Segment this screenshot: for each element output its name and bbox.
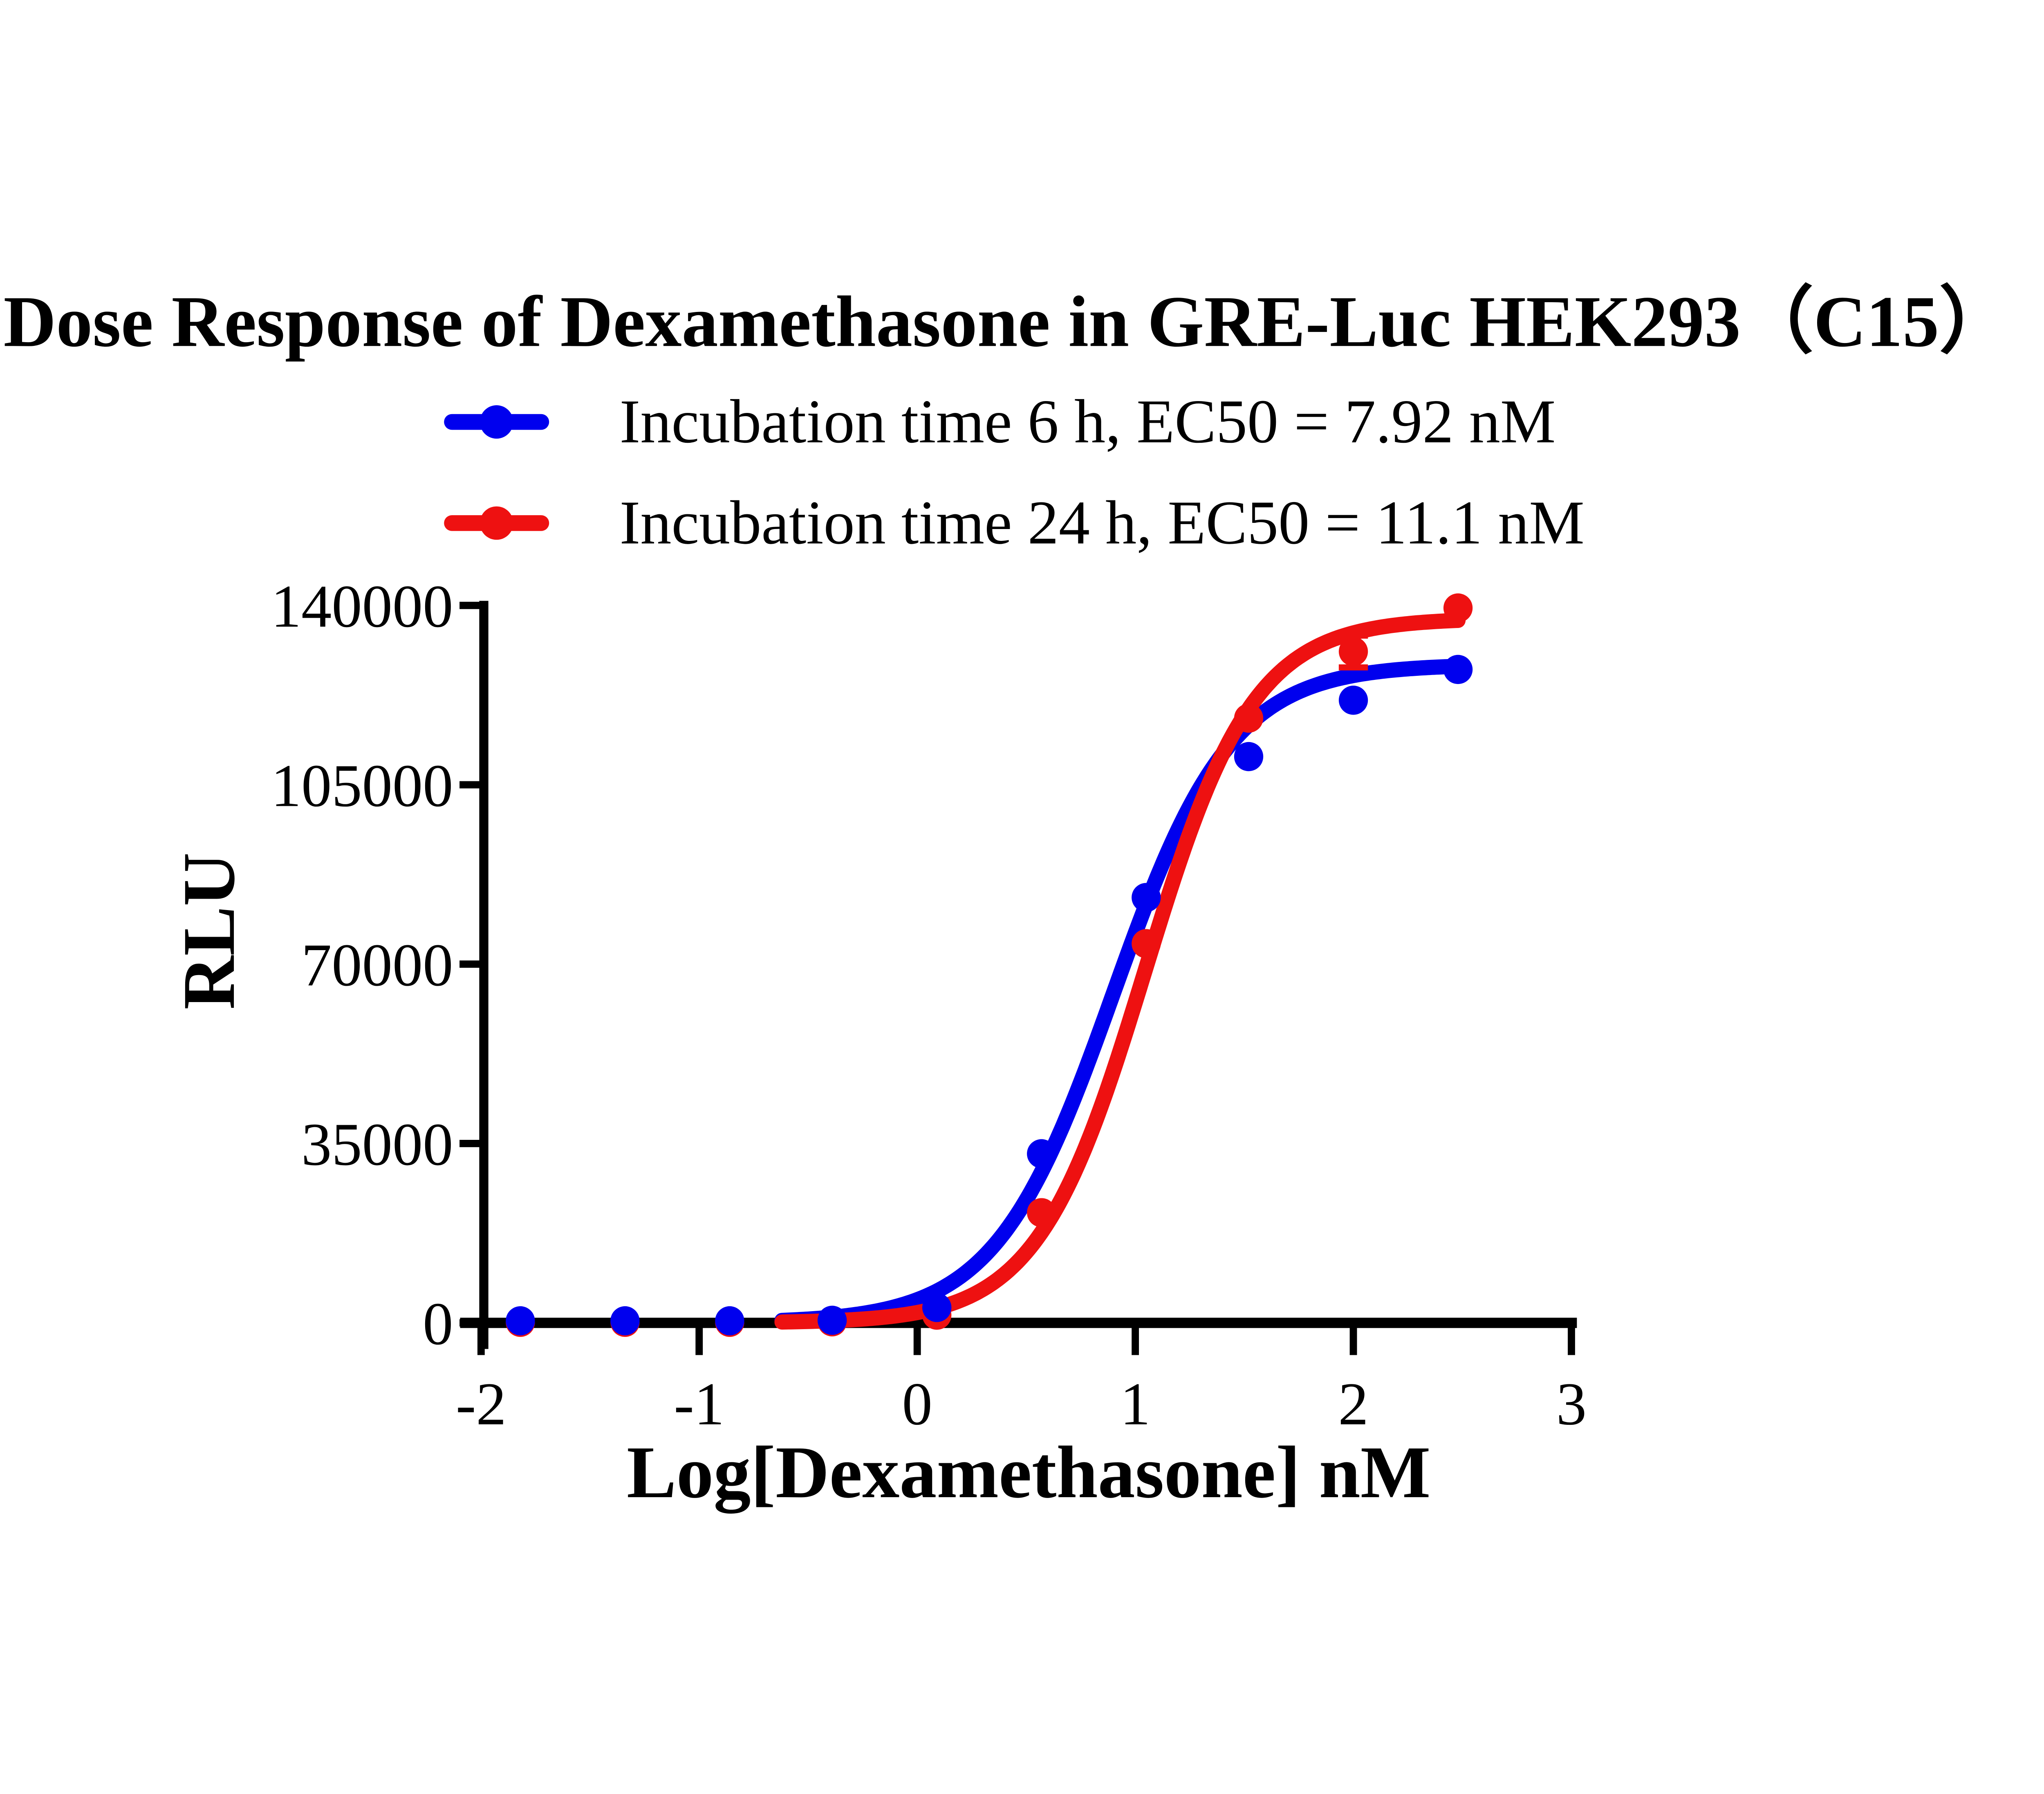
- fit-curves: [774, 612, 1466, 1330]
- data-point-24h: [1443, 593, 1473, 623]
- legend-label-24h: Incubation time 24 h, EC50 = 11.1 nM: [620, 488, 1585, 557]
- data-point-24h: [1027, 1198, 1056, 1227]
- x-axis-ticks: [477, 1323, 1575, 1355]
- data-point-24h: [1234, 703, 1264, 733]
- axes: 0 35000 70000 105000 140000 -2 -1 0 1 2 3: [271, 573, 1587, 1438]
- legend-circle-marker-6h-icon: [480, 405, 513, 439]
- chart-title: Dose Response of Dexamethasone in GRE-Lu…: [4, 281, 2012, 362]
- data-point-6h: [506, 1306, 535, 1336]
- y-axis-ticks: [459, 601, 484, 1327]
- x-tick-label: 1: [1120, 1371, 1150, 1438]
- data-point-6h: [1027, 1139, 1056, 1168]
- x-axis-tick-labels: -2 -1 0 1 2 3: [456, 1371, 1587, 1438]
- data-point-24h: [1132, 929, 1161, 958]
- x-tick-label: 0: [902, 1371, 932, 1438]
- data-point-6h: [1338, 686, 1368, 715]
- data-point-6h: [715, 1306, 744, 1336]
- x-tick-label: -1: [674, 1371, 724, 1438]
- data-points: [506, 593, 1473, 1337]
- data-point-6h: [1132, 883, 1161, 912]
- data-point-6h: [1443, 655, 1473, 684]
- y-tick-label: 70000: [301, 932, 453, 999]
- legend-circle-marker-24h-icon: [480, 506, 513, 540]
- legend: Incubation time 6 h, EC50 = 7.92 nM Incu…: [444, 387, 1585, 557]
- data-point-6h: [922, 1293, 952, 1322]
- fit-curve-6h: [774, 659, 1466, 1328]
- y-tick-label: 0: [423, 1291, 453, 1358]
- data-point-6h: [1234, 742, 1264, 771]
- data-point-6h: [817, 1305, 847, 1335]
- legend-item-24h: Incubation time 24 h, EC50 = 11.1 nM: [444, 488, 1585, 557]
- x-tick-label: -2: [456, 1371, 507, 1438]
- y-axis-tick-labels: 0 35000 70000 105000 140000: [271, 573, 453, 1358]
- y-tick-label: 35000: [301, 1111, 453, 1178]
- x-tick-label: 2: [1338, 1371, 1368, 1438]
- y-tick-label: 105000: [271, 752, 453, 819]
- y-tick-label: 140000: [271, 573, 453, 640]
- data-point-24h: [1338, 637, 1368, 666]
- x-tick-label: 3: [1556, 1371, 1587, 1438]
- y-axis-title: RLU: [168, 852, 250, 1009]
- data-point-6h: [610, 1306, 640, 1336]
- x-axis-title: Log[Dexamethasone] nM: [627, 1431, 1431, 1514]
- legend-label-6h: Incubation time 6 h, EC50 = 7.92 nM: [620, 387, 1556, 456]
- legend-item-6h: Incubation time 6 h, EC50 = 7.92 nM: [444, 387, 1556, 456]
